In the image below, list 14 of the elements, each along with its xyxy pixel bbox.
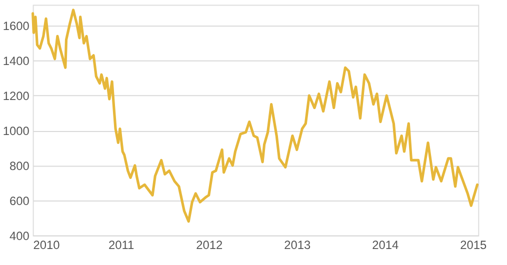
y-tick-label: 600: [9, 194, 30, 208]
y-tick-label: 1000: [2, 124, 30, 138]
y-tick-label: 800: [9, 158, 30, 173]
x-tick-label: 2013: [284, 238, 311, 252]
x-tick-label: 2010: [33, 238, 60, 252]
x-tick-label: 2011: [108, 238, 134, 252]
x-tick-label: 2012: [196, 238, 223, 252]
y-tick-label: 1200: [2, 89, 30, 104]
x-tick-label: 2015: [460, 238, 487, 252]
y-tick-label: 1600: [2, 19, 30, 34]
y-tick-label: 1400: [2, 54, 30, 68]
y-tick-label: 400: [9, 228, 30, 243]
line-series: [32, 8, 479, 223]
x-tick-label: 2014: [372, 238, 399, 252]
